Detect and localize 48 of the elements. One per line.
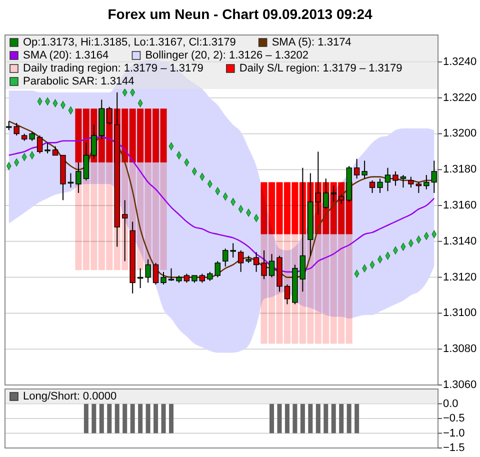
candlestick [253,252,260,272]
chart-title: Forex um Neun - Chart 09.09.2013 09:24 [108,6,372,22]
legend-label: Daily S/L region: 1.3179 – 1.3179 [239,62,402,74]
candlestick [284,284,290,305]
candlestick [160,271,166,285]
candlestick [416,182,422,194]
y-tick-label: 1.3140 [443,235,477,248]
candlestick [424,174,430,190]
candlestick [152,262,159,285]
candlestick [354,158,360,180]
y-tick-label: 1.3240 [443,56,477,68]
y-tick-label: 1.3220 [443,92,477,104]
y-tick-label: 1.3200 [443,128,477,140]
y-tick-label: 1.3100 [443,307,477,320]
legend-label: SMA (20): 1.3164 [23,50,109,62]
legend-label: Daily trading region: 1.3179 – 1.3179 [23,62,204,74]
y-tick-label: −1.5 [443,442,465,454]
y-tick-label: −1.0 [443,427,465,440]
y-tick-label: 1.3080 [443,343,477,356]
y-tick-label: 1.3120 [443,271,477,284]
legend-label: Parabolic SAR: 1.3144 [23,76,134,88]
candlestick [44,142,50,154]
legend-label: Long/Short: 0.0000 [23,390,117,402]
legend-label: Op:1.3173, Hi:1.3185, Lo:1.3167, Cl:1.3179 [23,36,236,48]
candlestick [214,260,220,278]
legend-label: SMA (5): 1.3174 [272,36,352,48]
candlestick [238,250,244,272]
y-tick-label: 1.3160 [443,200,477,212]
candlestick [431,160,437,194]
candlestick [400,174,406,188]
candlestick [392,170,398,186]
y-tick-label: 1.3180 [443,164,477,176]
y-tick-label: 0.0 [443,398,458,410]
candlestick [362,160,368,180]
candlestick [268,253,275,278]
candlestick [384,167,391,192]
candlestick [222,248,228,268]
candlestick [369,180,376,194]
candlestick [230,242,236,258]
candlestick [36,135,43,154]
annotation: Bollinger (20, 2): 1.3126 – 1.3202 [145,50,308,62]
candlestick [408,176,414,188]
y-tick-label: −0.5 [443,412,465,424]
candlestick [145,258,151,284]
y-tick-label: 1.3060 [443,379,477,391]
candlestick [377,178,383,194]
candlestick [14,122,20,136]
candlestick [261,250,267,280]
